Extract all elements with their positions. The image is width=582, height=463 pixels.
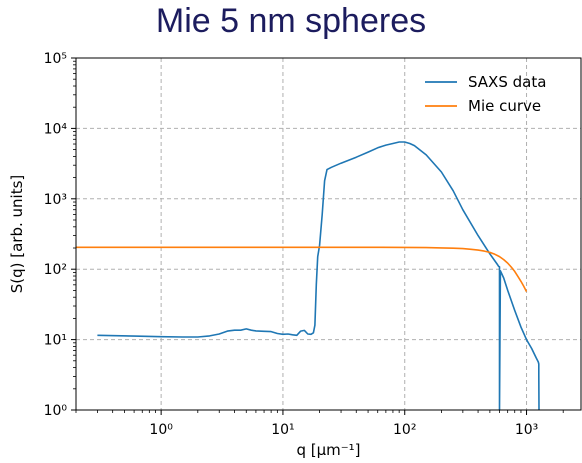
plot-frame xyxy=(75,57,582,411)
x-tick-label: 10² xyxy=(393,422,416,438)
x-tick-label: 10¹ xyxy=(271,422,294,438)
y-tick-label: 10¹ xyxy=(44,333,67,349)
series-line-saxs-data xyxy=(97,141,540,411)
series-lines xyxy=(76,141,540,411)
y-tick-label: 10⁰ xyxy=(44,403,68,419)
legend-label: Mie curve xyxy=(468,97,541,115)
x-tick-label: 10⁰ xyxy=(149,422,173,438)
series-line-mie-curve xyxy=(76,246,528,292)
chart-title: Mie 5 nm spheres xyxy=(155,2,427,40)
y-tick-label: 10² xyxy=(44,262,67,278)
y-tick-label: 10³ xyxy=(44,192,67,208)
axis-ticks: 10⁰ 10¹ 10² 10³ 10⁰ 10¹ 10² 10³ 10⁴ 10⁵ xyxy=(44,51,564,438)
y-tick-label: 10⁵ xyxy=(44,51,67,67)
grid-lines xyxy=(76,58,581,410)
y-tick-label: 10⁴ xyxy=(44,121,68,137)
x-tick-label: 10³ xyxy=(515,422,538,438)
x-axis-label: q [μm⁻¹] xyxy=(296,441,360,459)
y-axis-label: S(q) [arb. units] xyxy=(8,175,26,294)
legend-label: SAXS data xyxy=(468,73,546,91)
legend: SAXS data Mie curve xyxy=(425,73,546,115)
